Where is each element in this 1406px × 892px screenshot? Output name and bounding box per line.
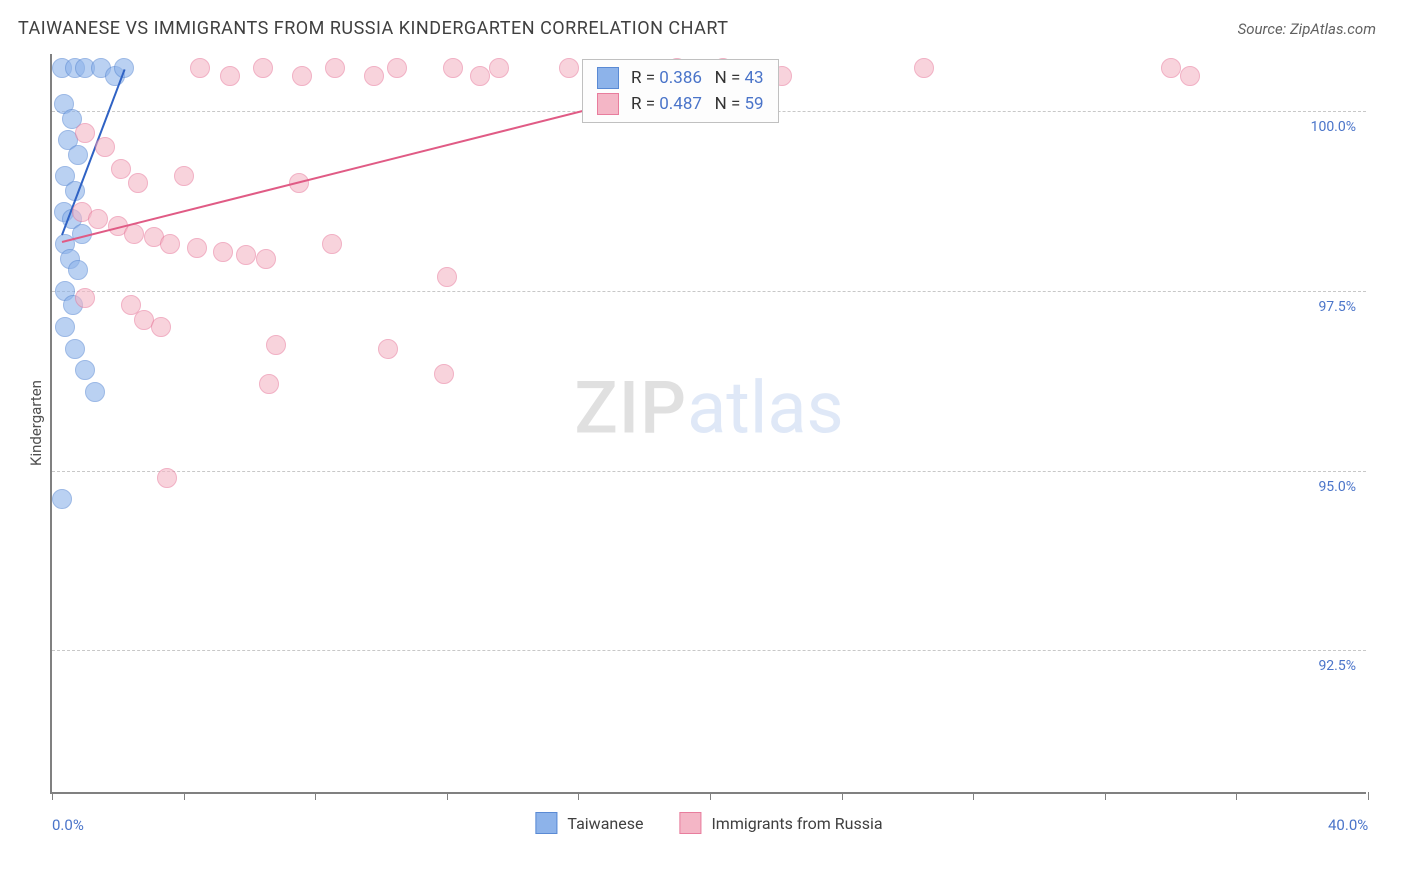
- legend-label: Immigrants from Russia: [711, 814, 882, 833]
- data-point: [190, 58, 210, 78]
- x-tick: [447, 792, 448, 800]
- data-point: [68, 260, 88, 280]
- y-axis-title: Kindergarten: [27, 380, 45, 466]
- data-point: [559, 58, 579, 78]
- data-point: [75, 360, 95, 380]
- x-tick: [710, 792, 711, 800]
- legend-bottom: Taiwanese Immigrants from Russia: [535, 812, 882, 834]
- stats-text: R = 0.386 N = 43: [631, 68, 764, 88]
- data-point: [437, 267, 457, 287]
- data-point: [75, 288, 95, 308]
- stats-row: R = 0.487 N = 59: [597, 91, 764, 117]
- data-point: [111, 159, 131, 179]
- data-point: [160, 234, 180, 254]
- legend-swatch-icon: [679, 812, 701, 834]
- legend-item-taiwanese: Taiwanese: [535, 812, 643, 834]
- data-point: [292, 66, 312, 86]
- data-point: [256, 249, 276, 269]
- x-tick: [52, 792, 53, 800]
- x-tick: [973, 792, 974, 800]
- x-tick: [315, 792, 316, 800]
- gridline: [52, 471, 1366, 472]
- x-tick: [1105, 792, 1106, 800]
- x-tick: [578, 792, 579, 800]
- data-point: [68, 145, 88, 165]
- data-point: [236, 245, 256, 265]
- data-point: [387, 58, 407, 78]
- data-point: [378, 339, 398, 359]
- data-point: [52, 489, 72, 509]
- data-point: [95, 137, 115, 157]
- y-tick-label: 97.5%: [1318, 299, 1356, 315]
- legend-swatch-icon: [597, 67, 619, 89]
- data-point: [213, 242, 233, 262]
- stats-text: R = 0.487 N = 59: [631, 94, 764, 114]
- data-point: [470, 66, 490, 86]
- x-tick: [842, 792, 843, 800]
- watermark-logo: ZIPatlas: [574, 366, 843, 451]
- legend-swatch-icon: [597, 93, 619, 115]
- x-tick-label: 0.0%: [52, 816, 84, 834]
- data-point: [88, 209, 108, 229]
- page-title: TAIWANESE VS IMMIGRANTS FROM RUSSIA KIND…: [18, 18, 728, 39]
- x-tick-label: 40.0%: [1328, 816, 1368, 834]
- data-point: [434, 364, 454, 384]
- data-point: [157, 468, 177, 488]
- data-point: [322, 234, 342, 254]
- data-point: [266, 335, 286, 355]
- stats-legend: R = 0.386 N = 43 R = 0.487 N = 59: [582, 59, 779, 123]
- data-point: [151, 317, 171, 337]
- data-point: [914, 58, 934, 78]
- data-point: [174, 166, 194, 186]
- y-tick-label: 92.5%: [1318, 658, 1356, 674]
- source-attribution: Source: ZipAtlas.com: [1238, 20, 1376, 38]
- data-point: [55, 317, 75, 337]
- data-point: [443, 58, 463, 78]
- data-point: [85, 382, 105, 402]
- legend-swatch-icon: [535, 812, 557, 834]
- x-tick: [1368, 792, 1369, 800]
- x-tick: [1236, 792, 1237, 800]
- plot-area: Kindergarten ZIPatlas Taiwanese Immigran…: [50, 54, 1366, 794]
- data-point: [1161, 58, 1181, 78]
- data-point: [325, 58, 345, 78]
- data-point: [114, 58, 134, 78]
- y-tick-label: 100.0%: [1311, 119, 1356, 135]
- legend-item-russia: Immigrants from Russia: [679, 812, 882, 834]
- data-point: [253, 58, 273, 78]
- data-point: [489, 58, 509, 78]
- y-tick-label: 95.0%: [1318, 479, 1356, 495]
- data-point: [259, 374, 279, 394]
- data-point: [75, 123, 95, 143]
- data-point: [1180, 66, 1200, 86]
- gridline: [52, 291, 1366, 292]
- data-point: [364, 66, 384, 86]
- legend-label: Taiwanese: [567, 814, 643, 833]
- data-point: [220, 66, 240, 86]
- data-point: [187, 238, 207, 258]
- gridline: [52, 650, 1366, 651]
- data-point: [65, 339, 85, 359]
- data-point: [128, 173, 148, 193]
- x-tick: [184, 792, 185, 800]
- correlation-chart: Kindergarten ZIPatlas Taiwanese Immigran…: [18, 48, 1388, 848]
- stats-row: R = 0.386 N = 43: [597, 65, 764, 91]
